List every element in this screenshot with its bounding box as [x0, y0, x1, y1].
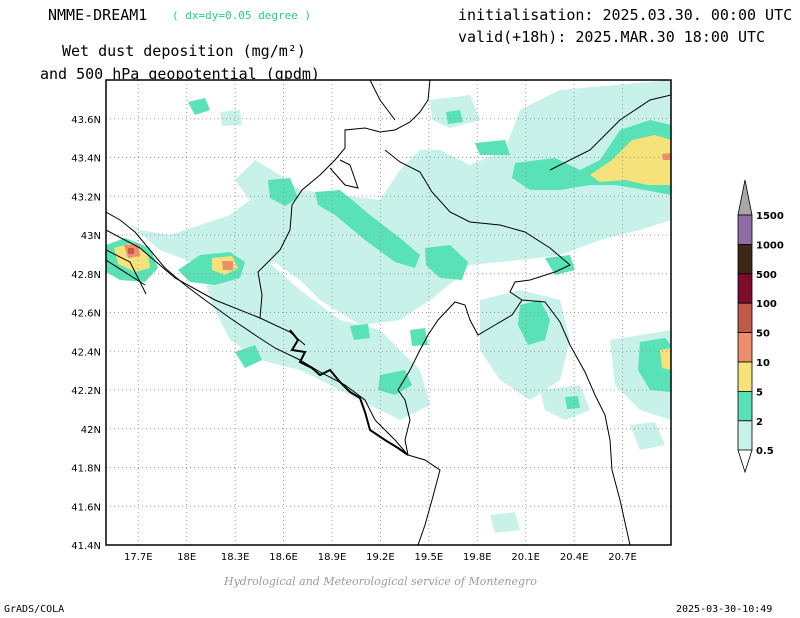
colorbar-level-label: 1500: [756, 211, 784, 222]
software-label: GrADS/COLA: [4, 604, 65, 615]
latitude-label: 43.2N: [71, 192, 101, 203]
albania-coast-south: [407, 454, 441, 545]
latitude-label: 43N: [81, 231, 101, 242]
peninsula-coast: [106, 249, 147, 295]
bosnia-montenegro-border: [257, 80, 431, 319]
colorbar-top-arrow: [737, 179, 753, 216]
colorbar-level-label: 500: [756, 270, 777, 281]
dust-deposition-field: [106, 80, 671, 533]
colorbar-swatch: [737, 302, 753, 334]
north-border: [369, 80, 396, 121]
credit-text: Hydrological and Meteorological service …: [224, 575, 537, 588]
colorbar-bottom-arrow: [737, 449, 753, 474]
coastline: [106, 211, 409, 456]
latitude-label: 42N: [81, 425, 101, 436]
kosovo-serbia-border: [549, 94, 671, 171]
latitude-label: 43.6N: [71, 115, 101, 126]
border-notch: [329, 159, 359, 189]
colorbar-swatch: [737, 243, 753, 275]
latitude-labels: 43.6N 43.4N 43.2N 43N 42.8N 42.6N 42.4N 42.2N 42…: [71, 115, 101, 552]
longitude-label: 20.4E: [560, 552, 589, 563]
longitude-label: 19.8E: [463, 552, 492, 563]
initialisation-time: initialisation: 2025.03.30. 00:00 UTC: [458, 6, 793, 24]
timestamp-label: 2025-03-30-10:49: [676, 604, 773, 615]
longitude-label: 17.7E: [124, 552, 153, 563]
colorbar-level-label: 50: [756, 329, 770, 340]
colorbar-level-label: 5: [756, 387, 763, 398]
color-bar: 0.5 2 5 10 50 100 500 1000 1500: [737, 179, 784, 474]
latitude-label: 41.4N: [71, 541, 101, 552]
colorbar-level-label: 10: [756, 358, 770, 369]
longitude-label: 18.6E: [269, 552, 298, 563]
croatia-coastal-border: [106, 229, 306, 346]
valid-time: valid(+18h): 2025.MAR.30 18:00 UTC: [458, 28, 766, 46]
latitude-label: 41.6N: [71, 502, 101, 513]
albania-macedonia-border: [521, 299, 631, 545]
deposition-10-50-areas: [124, 153, 671, 270]
model-resolution: ( dx=dy=0.05 degree ): [172, 9, 312, 22]
latitude-label: 41.8N: [71, 464, 101, 475]
longitude-label: 18.9E: [318, 552, 347, 563]
colorbar-level-label: 100: [756, 299, 777, 310]
latitude-label: 42.6N: [71, 309, 101, 320]
deposition-50-100-areas: [128, 248, 134, 254]
latitude-label: 42.4N: [71, 347, 101, 358]
model-name: NMME-DREAM1: [48, 6, 148, 24]
map-title-line1: Wet dust deposition (mg/m²): [62, 42, 306, 60]
longitude-label: 20.7E: [608, 552, 637, 563]
colorbar-level-label: 1000: [756, 240, 784, 251]
colorbar-swatch: [737, 332, 753, 363]
deposition-5-10-areas: [114, 135, 671, 370]
latitude-label: 42.8N: [71, 270, 101, 281]
longitude-labels: 17.7E 18E 18.3E 18.6E 18.9E 19.2E 19.5E 19.8E 20…: [124, 552, 637, 563]
colorbar-level-label: 2: [756, 417, 763, 428]
colorbar-level-label: 0.5: [756, 446, 774, 457]
montenegro-coastline: [289, 329, 409, 456]
longitude-label: 20.1E: [511, 552, 540, 563]
plot-frame: [105, 79, 672, 546]
longitude-label: 18E: [177, 552, 196, 563]
colorbar-swatch: [737, 420, 753, 451]
graticule: [106, 80, 671, 545]
colorbar-swatch: [737, 390, 753, 422]
montenegro-border: [384, 149, 571, 456]
longitude-label: 18.3E: [221, 552, 250, 563]
coastline-borders: [106, 80, 671, 545]
latitude-label: 43.4N: [71, 154, 101, 165]
latitude-label: 42.2N: [71, 386, 101, 397]
longitude-label: 19.5E: [415, 552, 444, 563]
colorbar-swatch: [737, 273, 753, 304]
map-title-line2: and 500 hPa geopotential (gpdm): [40, 65, 320, 83]
longitude-label: 19.2E: [366, 552, 395, 563]
colorbar-swatch: [737, 214, 753, 245]
colorbar-swatch: [737, 361, 753, 392]
